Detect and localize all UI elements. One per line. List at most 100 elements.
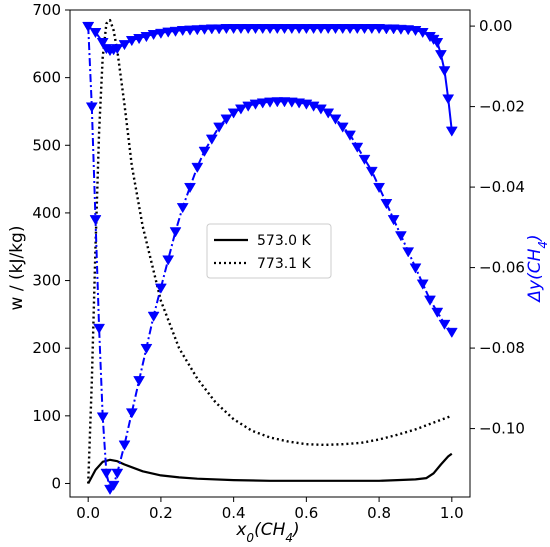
series-3-marker bbox=[154, 283, 167, 294]
ticks-group: 0.0 0.2 0.4 0.6 0.8 1.0 0 100 200 300 400 500 600 700… bbox=[32, 1, 525, 522]
series-3-marker bbox=[176, 203, 189, 214]
x-axis-label-paren: (CH bbox=[254, 520, 286, 540]
y-left-tick-label: 500 bbox=[32, 136, 61, 154]
series-3-marker bbox=[373, 182, 386, 194]
series-3-marker bbox=[329, 114, 342, 125]
series-3-marker bbox=[220, 114, 233, 125]
series-2-marker bbox=[445, 126, 458, 137]
series-2-marker bbox=[285, 24, 298, 35]
y-left-tick-label: 600 bbox=[32, 69, 61, 87]
series-2-marker bbox=[198, 24, 211, 35]
series-3-marker bbox=[431, 307, 444, 318]
series-2-marker bbox=[434, 50, 447, 61]
series-2-marker bbox=[256, 24, 269, 35]
x-tick-label: 0.0 bbox=[76, 504, 100, 522]
series-2-marker bbox=[125, 36, 138, 47]
series-3-marker bbox=[133, 376, 146, 387]
series-3-marker bbox=[445, 327, 458, 338]
y-right-tick-label: −0.06 bbox=[479, 259, 525, 277]
series-2-marker bbox=[278, 24, 291, 35]
y-left-tick-label: 100 bbox=[32, 407, 61, 425]
series-3-marker bbox=[424, 295, 436, 306]
y-axis-label-right: Δy(CH4) bbox=[525, 234, 550, 303]
series-2-marker bbox=[140, 32, 153, 43]
series-2-marker bbox=[442, 94, 455, 105]
series-line-1 bbox=[87, 18, 453, 484]
series-line-2 bbox=[87, 25, 453, 131]
plot-frame bbox=[69, 9, 471, 498]
series-3-marker bbox=[227, 108, 240, 119]
series-2-marker bbox=[322, 24, 335, 35]
series-3-marker bbox=[256, 98, 269, 109]
series-3-marker bbox=[191, 162, 204, 173]
series-3-marker bbox=[198, 146, 211, 157]
x-axis-label: x0(CH4) bbox=[235, 520, 299, 545]
series-3-marker bbox=[438, 319, 451, 330]
y-axis-label-left: w / (kJ/kg) bbox=[7, 226, 27, 311]
y-right-tick-label: −0.10 bbox=[479, 420, 525, 438]
x-tick-label: 1.0 bbox=[440, 504, 464, 522]
y-axis-label-right-main: Δy(CH bbox=[525, 248, 545, 303]
x-axis-label-main: x bbox=[235, 520, 247, 540]
series-3-marker bbox=[82, 21, 95, 33]
series-2-marker bbox=[213, 24, 226, 35]
series-2-marker bbox=[365, 24, 378, 35]
series-2-marker bbox=[154, 28, 167, 39]
y-right-tick-label: 0.00 bbox=[479, 17, 512, 35]
series-2-marker bbox=[351, 24, 364, 35]
legend-label-573: 573.0 K bbox=[257, 233, 312, 249]
x-tick-label: 0.4 bbox=[222, 504, 246, 522]
series-2-marker bbox=[249, 24, 262, 35]
x-tick-label: 0.6 bbox=[294, 504, 318, 522]
x-tick-label: 0.2 bbox=[149, 504, 173, 522]
y-left-tick-label: 400 bbox=[32, 204, 61, 222]
series-line-0 bbox=[87, 452, 453, 485]
x-axis-label-sub2: 4 bbox=[285, 531, 293, 545]
y-right-tick-label: −0.08 bbox=[479, 339, 525, 357]
legend-label-773: 773.1 K bbox=[257, 256, 312, 272]
series-3-marker bbox=[249, 99, 262, 110]
series-3-marker bbox=[380, 199, 393, 210]
x-tick-label: 0.8 bbox=[367, 504, 391, 522]
series-3-marker bbox=[271, 97, 284, 108]
series-2-marker bbox=[358, 24, 371, 35]
y-left-tick-label: 200 bbox=[32, 339, 61, 357]
series-3-marker bbox=[107, 480, 120, 491]
series-3-marker bbox=[358, 154, 371, 165]
series-3-marker bbox=[125, 408, 138, 419]
series-2-marker bbox=[438, 66, 451, 77]
series-2-marker bbox=[191, 25, 204, 36]
series-2-marker bbox=[96, 38, 109, 49]
series-2-marker bbox=[234, 24, 247, 35]
y-right-tick-label: −0.04 bbox=[479, 178, 525, 196]
series-2-marker bbox=[271, 24, 284, 35]
series-3-marker bbox=[205, 134, 218, 145]
series-group bbox=[82, 18, 458, 495]
series-3-marker bbox=[336, 122, 349, 133]
series-2-marker bbox=[380, 24, 393, 35]
x-axis-label-close: ) bbox=[291, 520, 300, 540]
series-3-marker bbox=[162, 255, 175, 266]
series-3-marker bbox=[169, 227, 182, 238]
series-3-marker bbox=[93, 323, 106, 334]
series-2-marker bbox=[307, 24, 320, 35]
series-2-marker bbox=[264, 24, 276, 35]
series-2-marker bbox=[205, 24, 218, 35]
series-2-marker bbox=[184, 25, 196, 36]
series-2-marker bbox=[431, 38, 444, 49]
series-3-marker bbox=[118, 440, 131, 451]
series-3-marker bbox=[140, 343, 153, 355]
series-2-marker bbox=[118, 40, 131, 51]
series-3-marker bbox=[100, 468, 113, 479]
series-2-marker bbox=[293, 24, 306, 35]
series-2-marker bbox=[169, 26, 182, 37]
series-2-marker bbox=[147, 30, 160, 41]
series-2-marker bbox=[314, 24, 327, 35]
y-left-tick-label: 700 bbox=[32, 1, 61, 19]
series-2-marker bbox=[111, 44, 124, 55]
series-3-marker bbox=[387, 215, 400, 226]
y-axis-label-right-close: ) bbox=[525, 234, 545, 243]
series-3-marker bbox=[394, 231, 407, 242]
series-2-marker bbox=[344, 24, 356, 35]
y-left-tick-label: 0 bbox=[51, 474, 61, 492]
